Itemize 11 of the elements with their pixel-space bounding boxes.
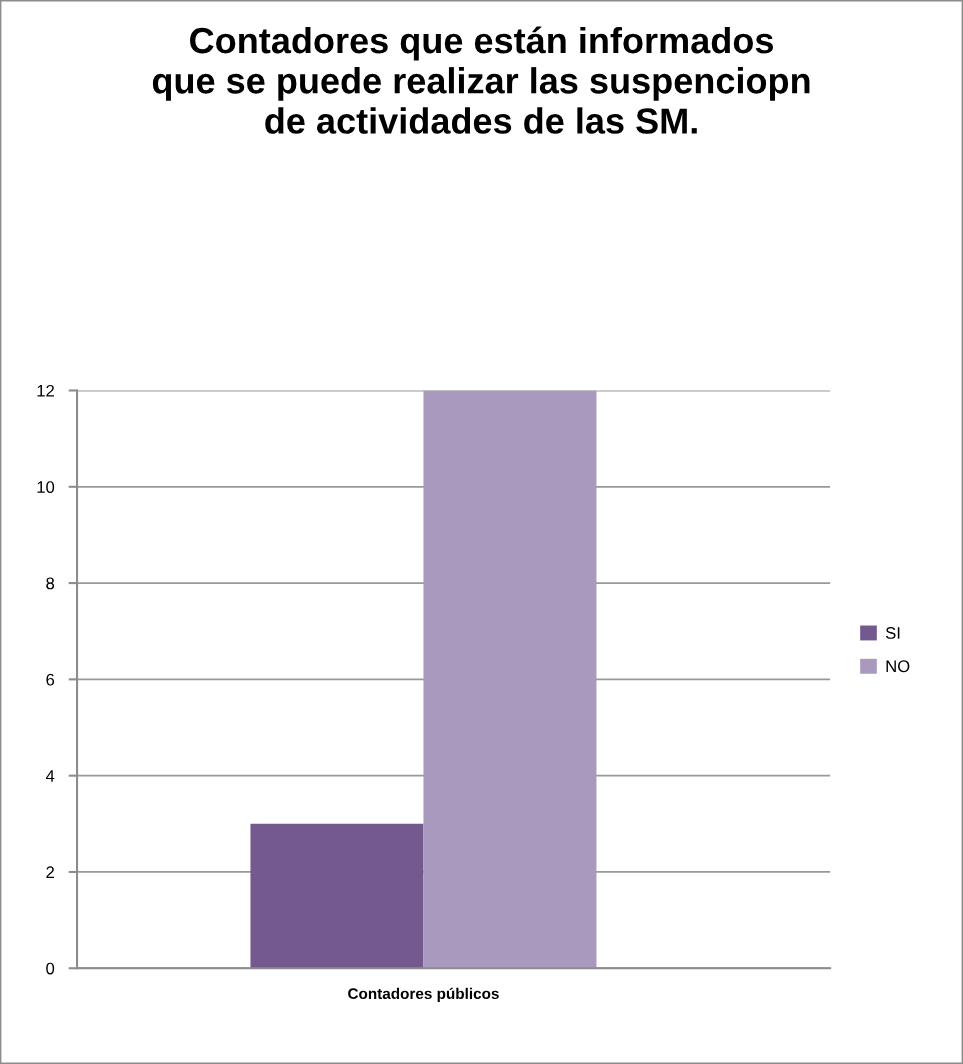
y-tick-label: 4 bbox=[45, 770, 55, 782]
y-tick-label: 2 bbox=[46, 866, 54, 878]
x-tick-label: Contadores públicos bbox=[348, 987, 499, 1003]
legend-label: SI bbox=[885, 627, 900, 639]
y-tick-label: 8 bbox=[46, 577, 55, 590]
y-tick-label: 6 bbox=[46, 673, 55, 686]
y-tick-label: 10 bbox=[37, 481, 55, 493]
legend-label: NO bbox=[886, 660, 910, 673]
chart-title: Contadores que están informados que se puede realizar las suspenciopn de actividades de las SM. bbox=[152, 26, 810, 134]
y-tick-label: 12 bbox=[37, 384, 54, 397]
y-tick-label: 0 bbox=[46, 962, 55, 975]
